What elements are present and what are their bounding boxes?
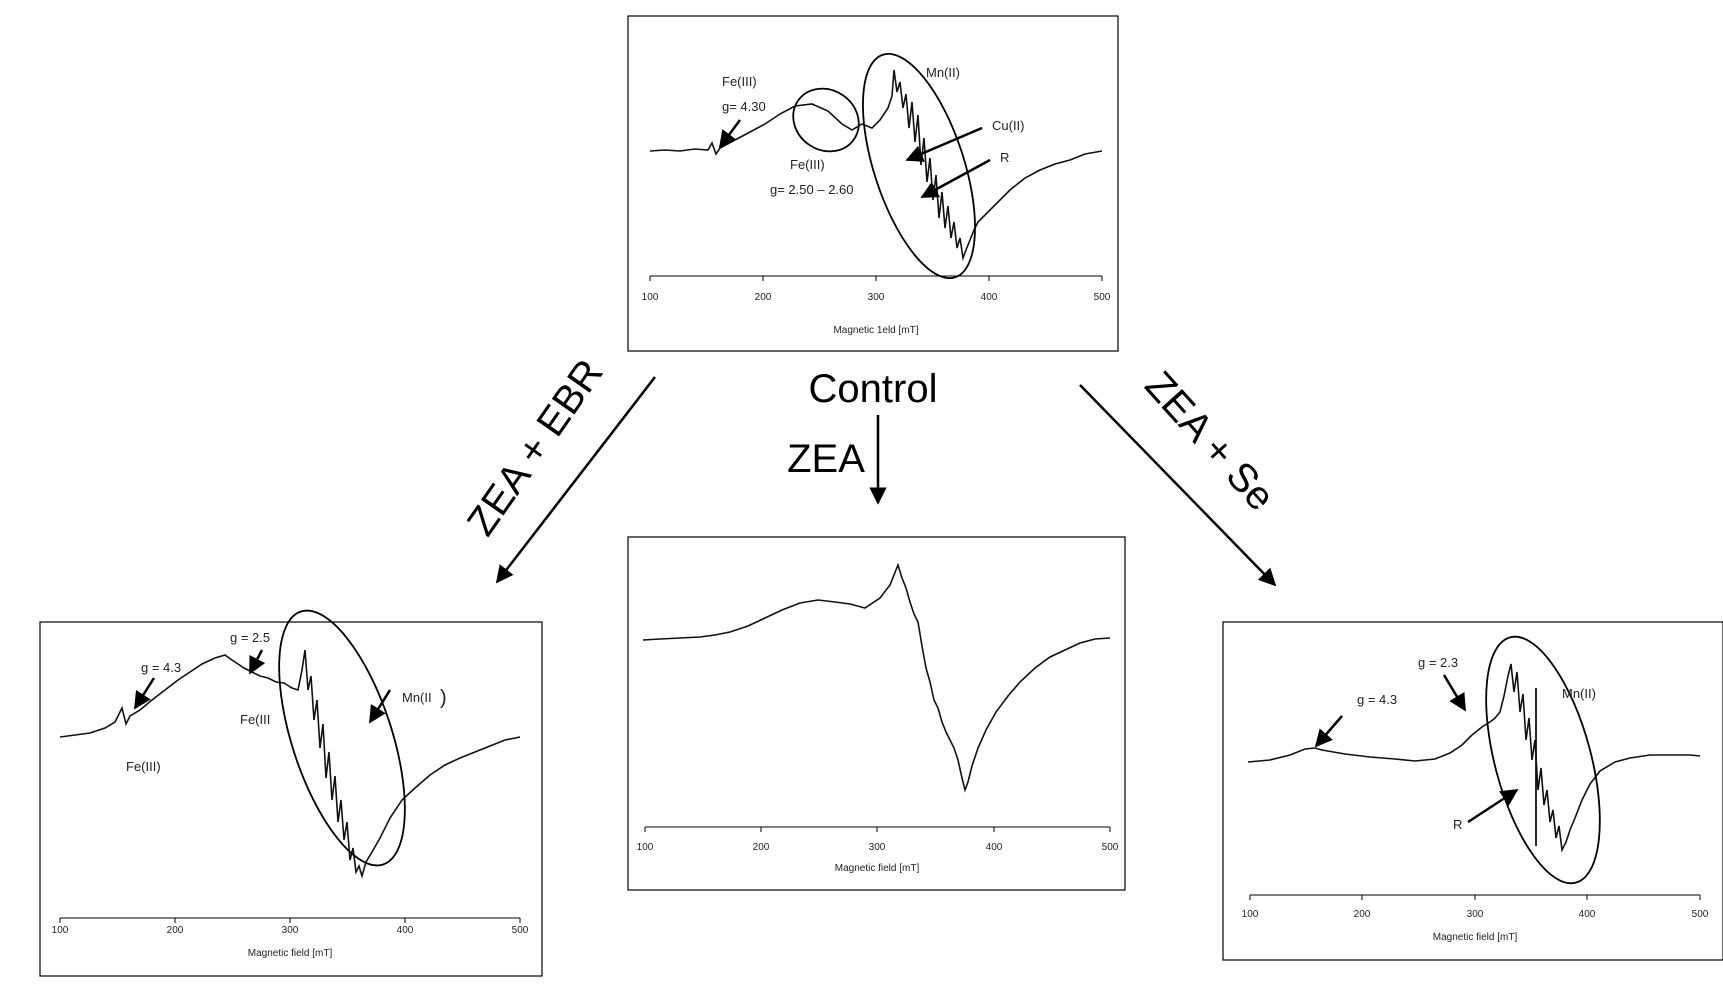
panel-zea-ebr-ticks	[59, 918, 521, 923]
annotation-label: g= 4.30	[722, 99, 766, 114]
panel-zea-se-frame	[1222, 621, 1723, 961]
annotation-label: Fe(III)	[790, 157, 825, 172]
annotation-label: Cu(II)	[992, 118, 1025, 133]
panel-zea-se: 100 200 300 400 500 Magnetic field [mT] …	[1222, 621, 1723, 961]
annotation-label: g = 4.3	[1357, 692, 1397, 707]
tick-label: 200	[1354, 909, 1371, 920]
arrow-label-zea-se: ZEA + Se	[1136, 363, 1283, 519]
annotation-label: )	[440, 687, 447, 709]
annotation-arrow	[1442, 674, 1467, 712]
tick-label: 400	[981, 292, 998, 303]
arrow-label-zea: ZEA	[787, 437, 865, 481]
annotation-label: g = 2.5	[230, 630, 270, 645]
annotation-arrow	[133, 677, 156, 710]
panel-zea-ticks	[644, 827, 1111, 832]
annotation-label: Mn(II)	[926, 65, 960, 80]
tick-label: 100	[637, 842, 654, 853]
spectrum-trace-zea-se	[1247, 663, 1701, 853]
tick-label: 100	[52, 925, 69, 936]
annotation-label: Fe(III)	[722, 74, 757, 89]
annotation-arrow	[1467, 788, 1519, 824]
tick-label: 100	[642, 292, 659, 303]
mn-region-ellipse	[1485, 635, 1601, 885]
panel-control-frame	[627, 15, 1119, 352]
mn-region-ellipse	[278, 609, 406, 867]
x-axis-label: Magnetic field [mT]	[248, 948, 333, 959]
panel-zea: 100 200 300 400 500 Magnetic field [mT]	[627, 536, 1126, 891]
annotation-arrow	[1314, 715, 1343, 748]
spectrum-trace-zea-ebr	[59, 649, 521, 879]
tick-label: 400	[397, 925, 414, 936]
tick-label: 500	[1692, 909, 1709, 920]
annotation-arrow	[248, 649, 266, 675]
arrow-zea-ebr	[495, 376, 656, 584]
tick-label: 100	[1242, 909, 1259, 920]
fe-region-ellipse	[792, 87, 860, 153]
annotation-arrow	[368, 689, 392, 724]
control-label: Control	[809, 367, 938, 411]
tick-label: 200	[167, 925, 184, 936]
annotation-label: Fe(III)	[126, 759, 161, 774]
tick-label: 200	[753, 842, 770, 853]
x-axis-label: Magnetic field [mT]	[835, 863, 920, 874]
tick-label: 500	[512, 925, 529, 936]
annotation-label: g= 2.50 – 2.60	[770, 182, 854, 197]
tick-label: 300	[868, 292, 885, 303]
x-axis-label: Magnetic 1eld [mT]	[833, 325, 918, 336]
annotation-label: g = 4.3	[141, 660, 181, 675]
spectrum-trace-zea	[642, 562, 1111, 793]
panel-control-ticks	[649, 276, 1103, 281]
tick-label: 400	[986, 842, 1003, 853]
annotation-arrow	[718, 119, 742, 149]
panel-zea-ebr-frame	[39, 621, 543, 977]
tick-label: 300	[282, 925, 299, 936]
tick-label: 300	[1467, 909, 1484, 920]
annotation-label: R	[1453, 817, 1462, 832]
tick-label: 500	[1102, 842, 1119, 853]
tick-label: 300	[869, 842, 886, 853]
panel-zea-frame	[627, 536, 1126, 891]
tick-label: 400	[1579, 909, 1596, 920]
annotation-arrow	[920, 158, 991, 199]
annotation-label: R	[1000, 150, 1009, 165]
annotation-label: Mn(II)	[1562, 686, 1596, 701]
mn-region-ellipse	[862, 52, 976, 280]
annotation-label: Mn(II	[402, 690, 432, 705]
arrow-zea-se	[1079, 384, 1277, 587]
arrow-label-zea-ebr: ZEA + EBR	[459, 352, 612, 544]
panel-zea-ebr: 100 200 300 400 500 Magnetic field [mT] …	[39, 609, 543, 977]
tick-label: 500	[1094, 292, 1111, 303]
tick-label: 200	[755, 292, 772, 303]
annotation-arrow	[905, 126, 983, 162]
x-axis-label: Magnetic field [mT]	[1433, 932, 1518, 943]
annotation-label: Fe(III	[240, 712, 270, 727]
panel-zea-se-ticks	[1249, 895, 1701, 900]
panel-control: 100 200 300 400 500 Magnetic 1eld [mT] F…	[627, 15, 1119, 352]
annotation-label: g = 2.3	[1418, 655, 1458, 670]
